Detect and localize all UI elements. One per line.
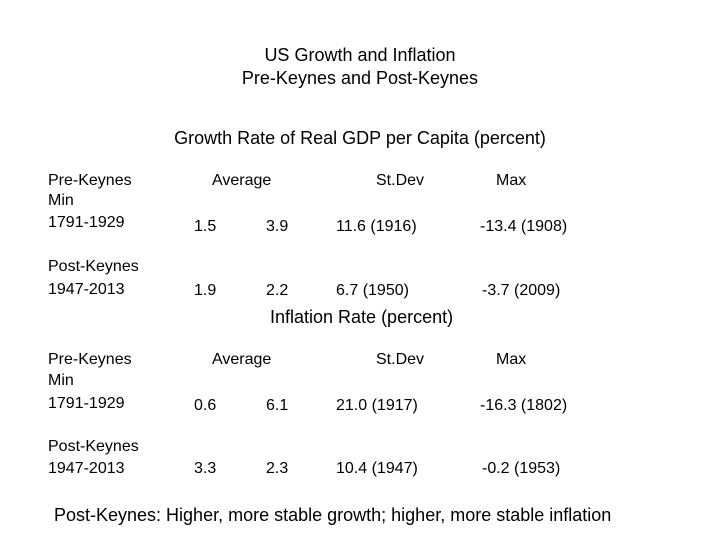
slide-title-line-1: US Growth and Inflation [264,45,456,65]
slide-conclusion: Post-Keynes: Higher, more stable growth;… [54,505,612,525]
growth-row-2-label-line-2: 1947-2013 [48,281,125,298]
growth-col-header-max: Max [496,172,527,189]
growth-section-heading: Growth Rate of Real GDP per Capita (perc… [174,128,546,148]
growth-row-2-fourth: -3.7 (2009) [482,282,561,299]
inflation-section-heading: Inflation Rate (percent) [270,307,454,327]
inflation-row-1-label-line-1: Pre-Keynes [48,351,132,368]
growth-row-1-mean: 1.5 [194,218,217,235]
inflation-row-2-label-line-2: 1947-2013 [48,460,125,477]
inflation-row-2-label-line-1: Post-Keynes [48,438,139,455]
growth-row-1-fourth: -13.4 (1908) [480,218,568,235]
inflation-row-1-label-line-2: Min [48,372,74,389]
growth-row-1-second: 3.9 [266,218,289,235]
inflation-row-1-fourth: -16.3 (1802) [480,397,568,414]
growth-col-header-stdev: St.Dev [376,172,425,189]
inflation-row-2-third: 10.4 (1947) [336,460,418,477]
inflation-row-1-label-line-3: 1791-1929 [48,395,125,412]
growth-row-1-label-line-3: 1791-1929 [48,214,125,231]
growth-row-2-third: 6.7 (1950) [336,282,409,299]
growth-row-2-second: 2.2 [266,282,289,299]
growth-col-header-average: Average [212,172,272,189]
growth-row-1-label-line-1: Pre-Keynes [48,172,132,189]
slide-title-line-2: Pre-Keynes and Post-Keynes [241,68,479,88]
inflation-row-2-mean: 3.3 [194,460,217,477]
growth-row-2-label-line-1: Post-Keynes [48,258,139,275]
inflation-col-header-stdev: St.Dev [376,351,425,368]
inflation-row-2-fourth: -0.2 (1953) [482,460,561,477]
growth-row-1-third: 11.6 (1916) [336,218,417,235]
growth-row-2-mean: 1.9 [194,282,217,299]
inflation-col-header-average: Average [212,351,272,368]
inflation-row-1-second: 6.1 [266,397,289,414]
growth-row-1-label-line-2: Min [48,192,74,209]
inflation-row-1-third: 21.0 (1917) [336,397,418,414]
inflation-row-1-mean: 0.6 [194,397,217,414]
inflation-row-2-second: 2.3 [266,460,289,477]
inflation-col-header-max: Max [496,351,527,368]
